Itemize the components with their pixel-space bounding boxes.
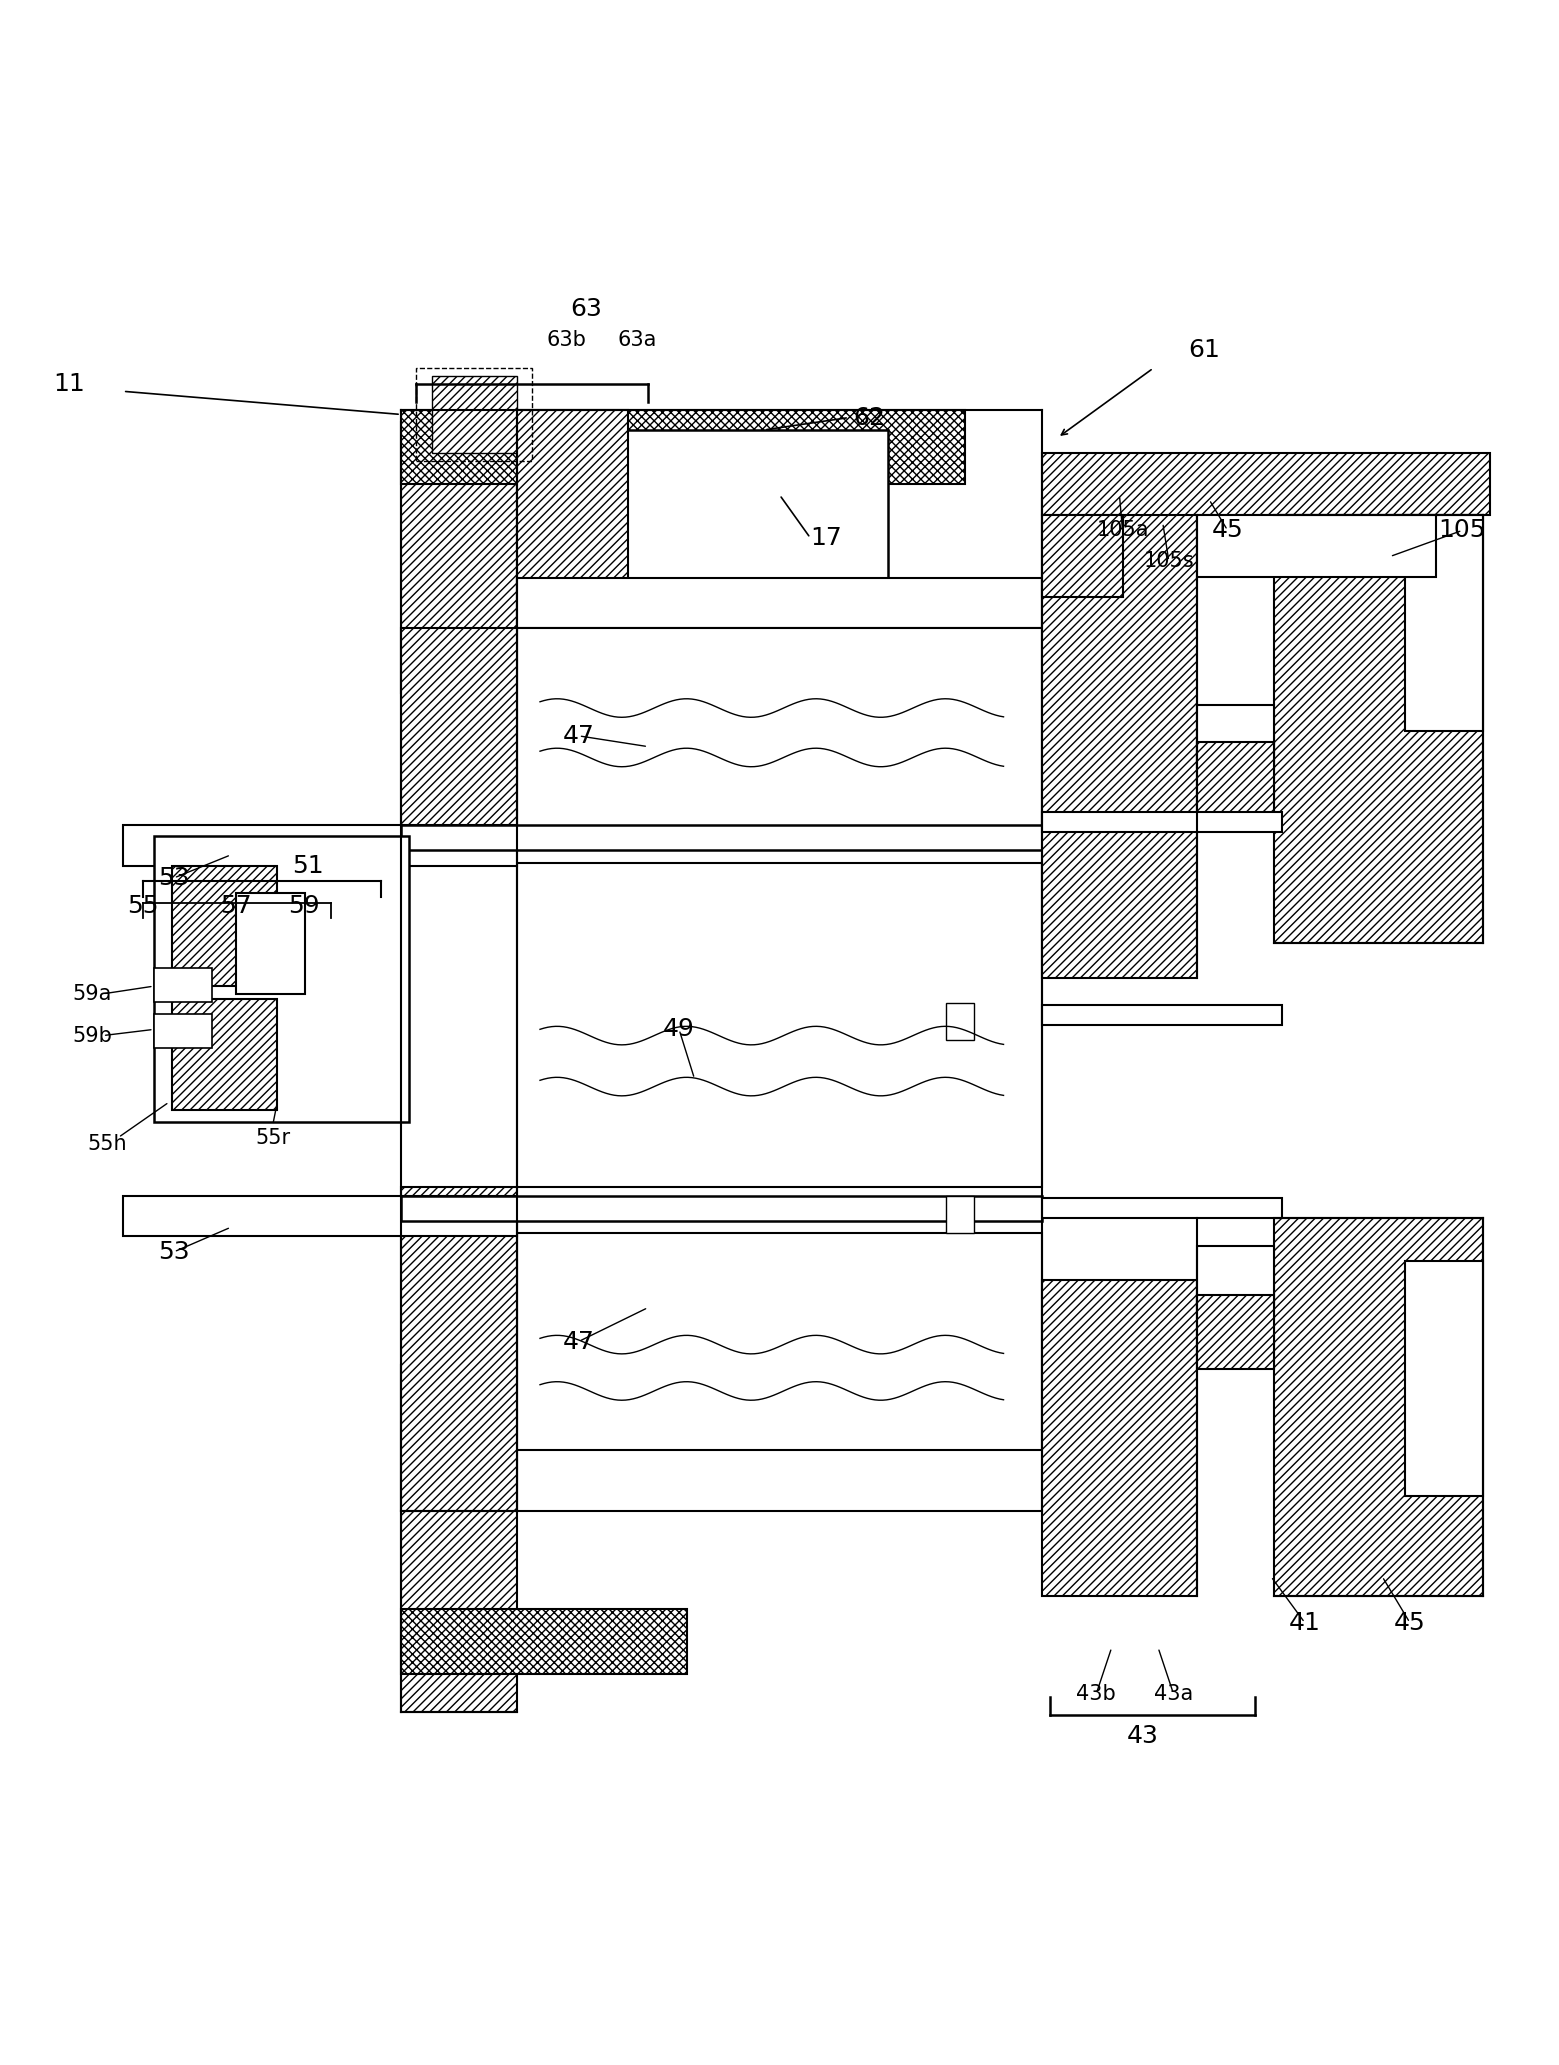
Text: 53: 53 [157, 1239, 190, 1264]
Text: 45: 45 [1394, 1611, 1426, 1635]
Bar [235, 894, 306, 993]
Bar [401, 409, 965, 483]
Text: 105a: 105a [1096, 520, 1149, 541]
Text: 59a: 59a [72, 983, 112, 1004]
Bar [401, 1365, 518, 1712]
Bar [1041, 1280, 1197, 1596]
Text: 59b: 59b [72, 1026, 112, 1045]
Bar [518, 628, 1041, 832]
Text: 63b: 63b [546, 330, 586, 351]
Bar [946, 1196, 974, 1233]
Text: 11: 11 [53, 372, 84, 396]
Bar [1274, 1218, 1483, 1596]
Text: 43a: 43a [1154, 1683, 1193, 1704]
Text: 105s: 105s [1144, 551, 1194, 572]
Bar [1041, 452, 1490, 514]
Text: 63: 63 [571, 297, 602, 322]
Text: 61: 61 [1188, 337, 1221, 361]
Text: 63a: 63a [617, 330, 656, 351]
Bar [432, 376, 518, 452]
Bar [173, 865, 278, 987]
Bar [518, 409, 628, 624]
Bar [1041, 1006, 1281, 1024]
Text: 53: 53 [157, 865, 190, 890]
Bar [1197, 1295, 1274, 1369]
Text: 41: 41 [1289, 1611, 1320, 1635]
Bar [1197, 1245, 1274, 1307]
Bar [518, 578, 1041, 628]
Text: 47: 47 [563, 1330, 594, 1353]
Bar [1405, 1262, 1483, 1495]
Bar [1041, 1198, 1281, 1218]
Text: 57: 57 [220, 894, 251, 917]
Bar [173, 999, 278, 1109]
Bar [1405, 514, 1483, 731]
Text: 43b: 43b [1076, 1683, 1116, 1704]
Bar [401, 1187, 518, 1512]
Text: 55h: 55h [87, 1134, 128, 1154]
Bar [518, 863, 1041, 1187]
Bar [154, 1014, 212, 1047]
Text: 51: 51 [293, 853, 324, 878]
Bar [401, 421, 518, 692]
Bar [154, 968, 212, 1002]
Bar [1197, 514, 1436, 576]
Text: 47: 47 [563, 725, 594, 748]
Text: 105: 105 [1439, 518, 1486, 543]
Text: 49: 49 [663, 1018, 695, 1041]
Bar [602, 430, 887, 624]
Text: 62: 62 [853, 405, 886, 430]
Bar [946, 1004, 974, 1041]
Bar [123, 826, 518, 865]
Bar [518, 1233, 1041, 1450]
Bar [1197, 741, 1274, 816]
Bar [1197, 704, 1274, 766]
Text: 17: 17 [811, 527, 842, 549]
Text: 43: 43 [1127, 1724, 1158, 1747]
Text: 59: 59 [288, 894, 320, 917]
Bar [401, 826, 1041, 851]
Bar [154, 836, 408, 1121]
Bar [123, 1196, 518, 1237]
Text: 45: 45 [1211, 518, 1244, 543]
Bar [1041, 812, 1281, 832]
Bar [1041, 514, 1122, 597]
Text: 55r: 55r [256, 1127, 290, 1148]
Bar [416, 368, 532, 460]
Bar [401, 1609, 688, 1675]
Bar [401, 1196, 1041, 1220]
Text: 55: 55 [128, 894, 159, 917]
Bar [401, 628, 518, 847]
Bar [1274, 514, 1483, 944]
Bar [1041, 500, 1197, 979]
